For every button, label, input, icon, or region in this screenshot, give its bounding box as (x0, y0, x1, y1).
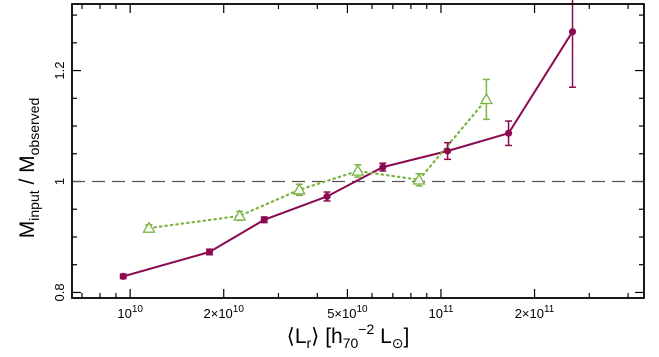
series-1-point (379, 163, 387, 171)
series-2-line (147, 98, 488, 230)
x-tick-label: 2×1010 (204, 304, 245, 321)
x-tick-base: 10 (429, 306, 443, 321)
y-title-s1: input (26, 190, 42, 220)
x-tick-exponent: 10 (356, 304, 368, 315)
series-1-point (205, 248, 214, 256)
series-1-point (323, 192, 331, 201)
x-title-sun: ⊙ (392, 335, 404, 351)
y-title-sep: / (16, 173, 39, 191)
x-title-sup: −2 (358, 321, 374, 337)
y-tick-label: 1.2 (52, 62, 67, 80)
y-title-s2: observed (26, 98, 42, 156)
x-tick-exponent: 10 (233, 304, 245, 315)
x-tick-exponent: 11 (544, 304, 555, 315)
series-2-point (479, 92, 494, 105)
x-title-rest: ⟩ [h (311, 325, 343, 348)
x-title-close: ] (404, 325, 410, 348)
x-tick-label: 2×1011 (515, 304, 555, 321)
x-title-unit: L (374, 325, 392, 348)
series-2-point (142, 221, 156, 233)
series-1-point (119, 272, 127, 280)
y-title-m2: M (16, 155, 39, 173)
x-tick-base: 5×10 (327, 306, 356, 321)
series-1-point (568, 28, 577, 36)
x-tick-label: 1011 (429, 304, 454, 321)
plot-frame (71, 3, 645, 299)
y-tick-label: 0.8 (52, 283, 67, 301)
series-1-point (504, 129, 513, 137)
series-1-point (260, 216, 268, 224)
x-tick-label: 1010 (117, 304, 143, 321)
x-tick-exponent: 10 (132, 304, 144, 315)
x-axis-title: ⟨Lr⟩ [h70−2 L⊙] (287, 321, 410, 351)
x-tick-label: 5×1010 (327, 304, 368, 321)
x-title-sub: r (307, 335, 312, 351)
x-tick-exponent: 11 (443, 304, 454, 315)
series-1-line (122, 31, 574, 278)
x-tick-base: 2×10 (515, 306, 544, 321)
x-tick-base: 10 (117, 306, 131, 321)
y-tick-label: 1 (52, 178, 67, 185)
x-title-main: ⟨L (287, 325, 307, 348)
x-title-sub2: 70 (343, 335, 359, 351)
x-tick-base: 2×10 (204, 306, 233, 321)
y-title-m1: M (16, 221, 39, 239)
series-1-point (443, 147, 452, 155)
series-2-point (232, 209, 247, 221)
series-2-point (351, 164, 365, 176)
series-1-error-bar (569, 0, 577, 88)
series-2-point (412, 173, 426, 185)
y-axis-title: Minput / Mobserved (16, 98, 42, 238)
series-2-point (292, 183, 306, 195)
